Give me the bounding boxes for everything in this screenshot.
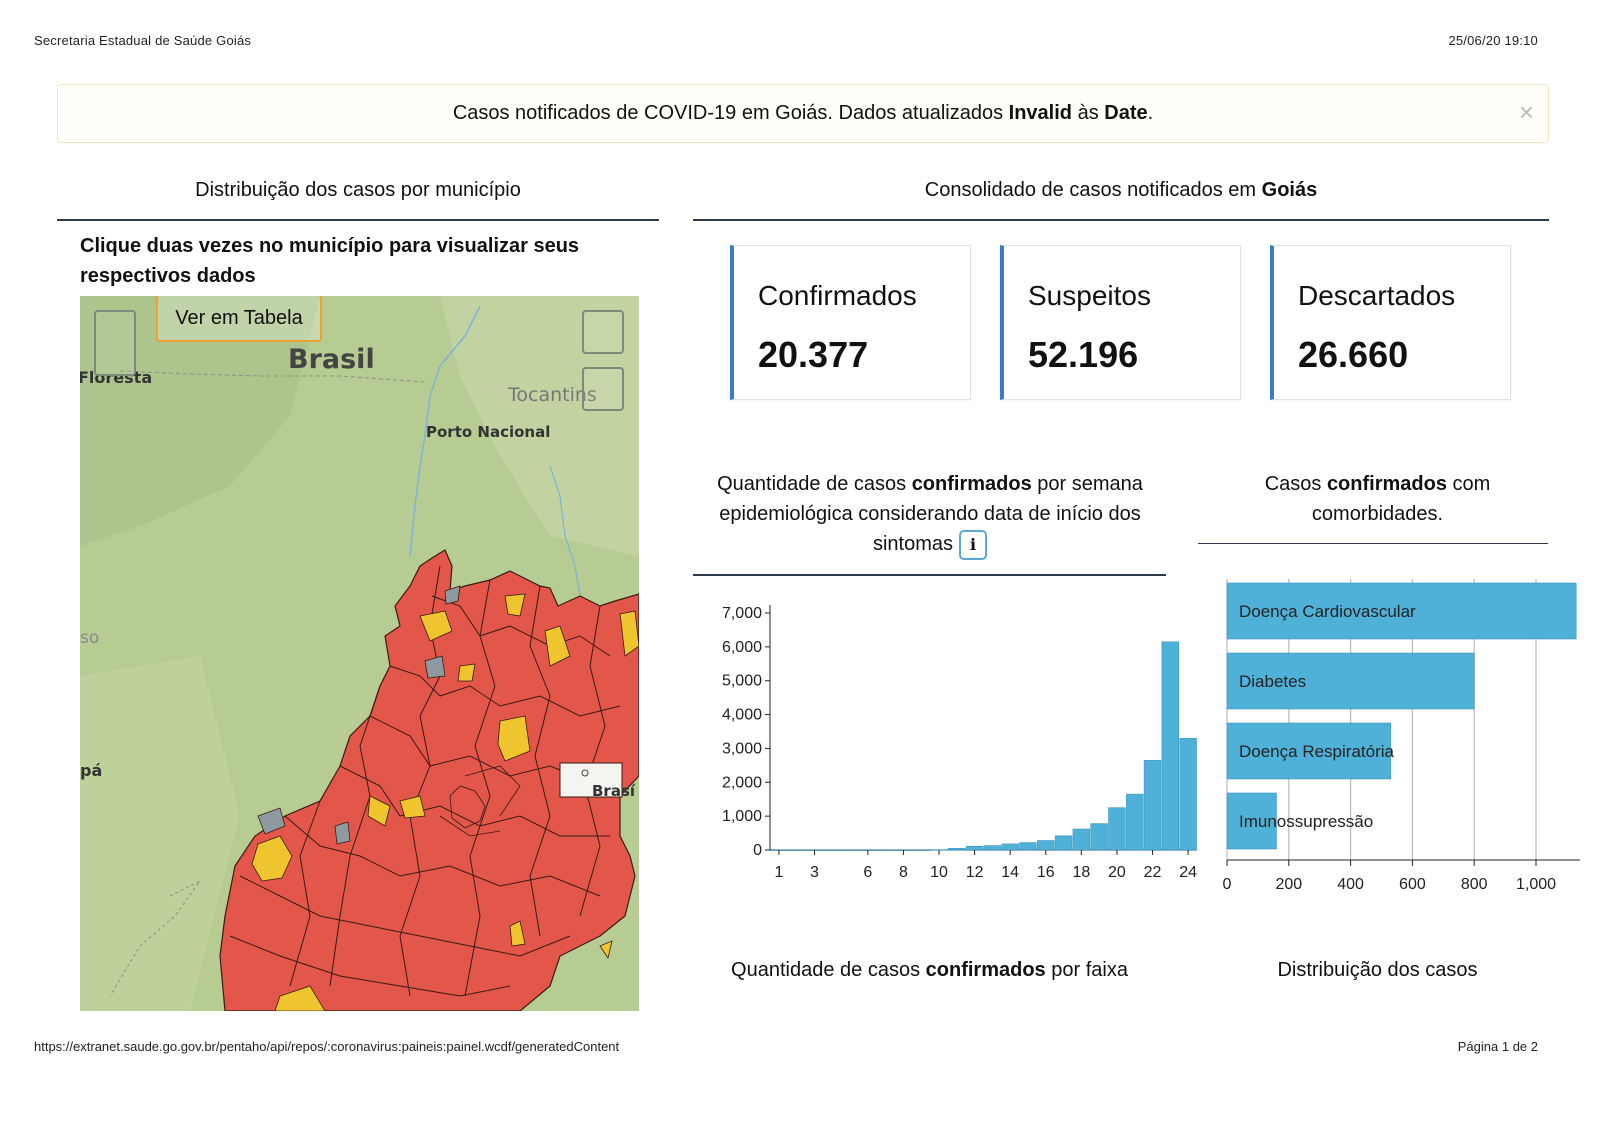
confirmed-value: 20.377 [758, 334, 869, 375]
week-bar [983, 845, 1002, 851]
print-footer-page: Página 1 de 2 [1457, 1039, 1538, 1054]
y-tick-label: 4,000 [722, 707, 762, 724]
week-bar [841, 849, 859, 851]
suspected-value: 52.196 [1028, 334, 1139, 375]
weekly-cases-chart: 0 1,000 2,000 3,000 4,000 5,000 6,000 7,000 1 3 6 8… [722, 605, 1197, 881]
map-section-title: Distribuição dos casos por município [195, 179, 521, 201]
y-tick-label: 7,000 [722, 605, 762, 622]
discarded-label: Descartados [1298, 280, 1456, 311]
week-bar [1143, 759, 1162, 851]
print-header-datetime: 25/06/20 19:10 [1448, 33, 1538, 48]
weekly-chart-title: Quantidade de casos confirmados por sema… [710, 469, 1150, 560]
week-bar [1090, 823, 1108, 851]
x-tick-label: 1,000 [1516, 876, 1556, 893]
week-bar [1037, 840, 1055, 851]
comorbidity-bar [1226, 722, 1392, 780]
x-tick-label: 8 [899, 864, 908, 881]
comorbidity-bar-label: Doença Cardiovascular [1239, 602, 1416, 621]
suspected-label: Suspeitos [1028, 280, 1151, 311]
consolidated-title: Consolidado de casos notificados em Goiá… [924, 179, 1318, 201]
x-tick-label: 18 [1072, 864, 1090, 881]
x-tick-label: 200 [1275, 876, 1302, 893]
week-bar [1001, 843, 1019, 851]
y-tick-label: 3,000 [722, 740, 762, 757]
x-tick-label: 6 [863, 864, 872, 881]
map-zoom-control[interactable] [94, 310, 136, 376]
discarded-card: Descartados 26.660 [1270, 245, 1511, 400]
x-tick-label: 12 [966, 864, 984, 881]
x-tick-label: 20 [1108, 864, 1126, 881]
comorbidity-chart: 0 200 400 600 800 1,000 Doença Cardiovascular D… [1223, 579, 1580, 893]
comorbidity-bar [1226, 792, 1277, 850]
map-label-brasilia: Brasí [592, 782, 636, 800]
age-range-chart-title: Quantidade de casos confirmados por faix… [731, 959, 1128, 981]
x-tick-label: 3 [810, 864, 819, 881]
confirmed-label: Confirmados [758, 280, 917, 311]
suspected-card: Suspeitos 52.196 [1000, 245, 1241, 400]
week-bar [1019, 842, 1037, 851]
state-name: Goiás [1261, 179, 1318, 201]
alert-date-bold: Invalid [1008, 102, 1073, 124]
comorbidity-bar [1226, 582, 1577, 640]
municipality-map[interactable]: Brasil Floresta Tocantins Porto Nacional… [80, 296, 639, 1011]
y-tick-label: 6,000 [722, 639, 762, 656]
map-layers-button[interactable] [582, 367, 624, 411]
week-bar [823, 849, 841, 851]
week-bar [1161, 641, 1180, 851]
map-label-so: so [80, 628, 100, 648]
week-bar [1126, 793, 1144, 851]
distribution-chart-title: Distribuição dos casos [1277, 959, 1478, 981]
week-bar [876, 849, 895, 851]
consolidated-divider [693, 219, 1549, 221]
week-bar [1072, 828, 1091, 851]
print-footer-url: https://extranet.saude.go.gov.br/pentaho… [34, 1039, 620, 1054]
week-bar [948, 848, 966, 851]
y-tick-label: 1,000 [722, 808, 762, 825]
x-tick-label: 800 [1461, 876, 1488, 893]
map-instruction: Clique duas vezes no município para visu… [80, 235, 580, 287]
x-tick-label: 22 [1144, 864, 1162, 881]
alert-time-bold: Date [1104, 102, 1148, 124]
map-label-pa: pá [80, 761, 103, 780]
map-label-tocantins: Tocantins [508, 384, 597, 406]
x-tick-label: 10 [930, 864, 948, 881]
x-tick-label: 1 [774, 864, 783, 881]
weekly-chart-divider [693, 574, 1166, 576]
comorbidity-bar-label: Imunossupressão [1239, 812, 1373, 831]
x-tick-label: 16 [1037, 864, 1055, 881]
y-tick-label: 2,000 [722, 774, 762, 791]
alert-text: Casos notificados de COVID-19 em Goiás. … [452, 102, 1154, 124]
week-bar [1108, 807, 1126, 851]
x-tick-label: 400 [1337, 876, 1364, 893]
comorbidity-chart-divider [1198, 543, 1548, 544]
week-bar [787, 849, 806, 851]
close-icon[interactable]: × [1518, 97, 1534, 127]
view-table-button[interactable]: Ver em Tabela [156, 296, 322, 342]
y-tick-label: 0 [753, 842, 762, 859]
x-tick-label: 600 [1399, 876, 1426, 893]
comorbidity-bar-label: Diabetes [1239, 672, 1306, 691]
comorbidity-chart-title: Casos confirmados com comorbidades. [1264, 473, 1491, 525]
print-header-title: Secretaria Estadual de Saúde Goiás [34, 33, 252, 48]
x-tick-label: 24 [1179, 864, 1197, 881]
comorbidity-bar [1226, 652, 1475, 710]
week-bar [1054, 835, 1073, 851]
map-label-brasil: Brasil [288, 344, 375, 375]
update-alert: Casos notificados de COVID-19 em Goiás. … [57, 84, 1549, 143]
discarded-value: 26.660 [1298, 334, 1409, 375]
map-fullscreen-button[interactable] [582, 310, 624, 354]
info-icon[interactable]: i [959, 529, 988, 560]
map-section-divider [57, 219, 659, 221]
x-tick-label: 14 [1001, 864, 1019, 881]
week-bar [965, 845, 984, 851]
week-bar [1179, 737, 1197, 851]
map-canvas[interactable] [80, 296, 639, 1011]
confirmed-card: Confirmados 20.377 [730, 245, 971, 400]
map-label-porto-nacional: Porto Nacional [426, 423, 551, 441]
x-tick-label: 0 [1223, 876, 1232, 893]
week-bar [912, 849, 930, 851]
comorbidity-bar-label: Doença Respiratória [1239, 742, 1395, 761]
y-tick-label: 5,000 [722, 673, 762, 690]
